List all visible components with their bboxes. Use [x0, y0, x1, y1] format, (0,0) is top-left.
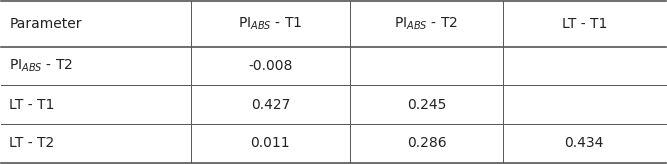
- Text: PI$_{ABS}$ - T2: PI$_{ABS}$ - T2: [9, 58, 73, 74]
- Text: PI$_{ABS}$ - T2: PI$_{ABS}$ - T2: [394, 16, 459, 32]
- Text: LT - T2: LT - T2: [9, 136, 55, 150]
- Text: 0.245: 0.245: [407, 98, 446, 112]
- Text: 0.427: 0.427: [251, 98, 290, 112]
- Text: PI$_{ABS}$ - T1: PI$_{ABS}$ - T1: [238, 16, 303, 32]
- Text: 0.434: 0.434: [564, 136, 604, 150]
- Text: Parameter: Parameter: [9, 17, 82, 31]
- Text: LT - T1: LT - T1: [562, 17, 607, 31]
- Text: 0.011: 0.011: [251, 136, 290, 150]
- Text: -0.008: -0.008: [248, 59, 293, 73]
- Text: 0.286: 0.286: [407, 136, 446, 150]
- Text: LT - T1: LT - T1: [9, 98, 55, 112]
